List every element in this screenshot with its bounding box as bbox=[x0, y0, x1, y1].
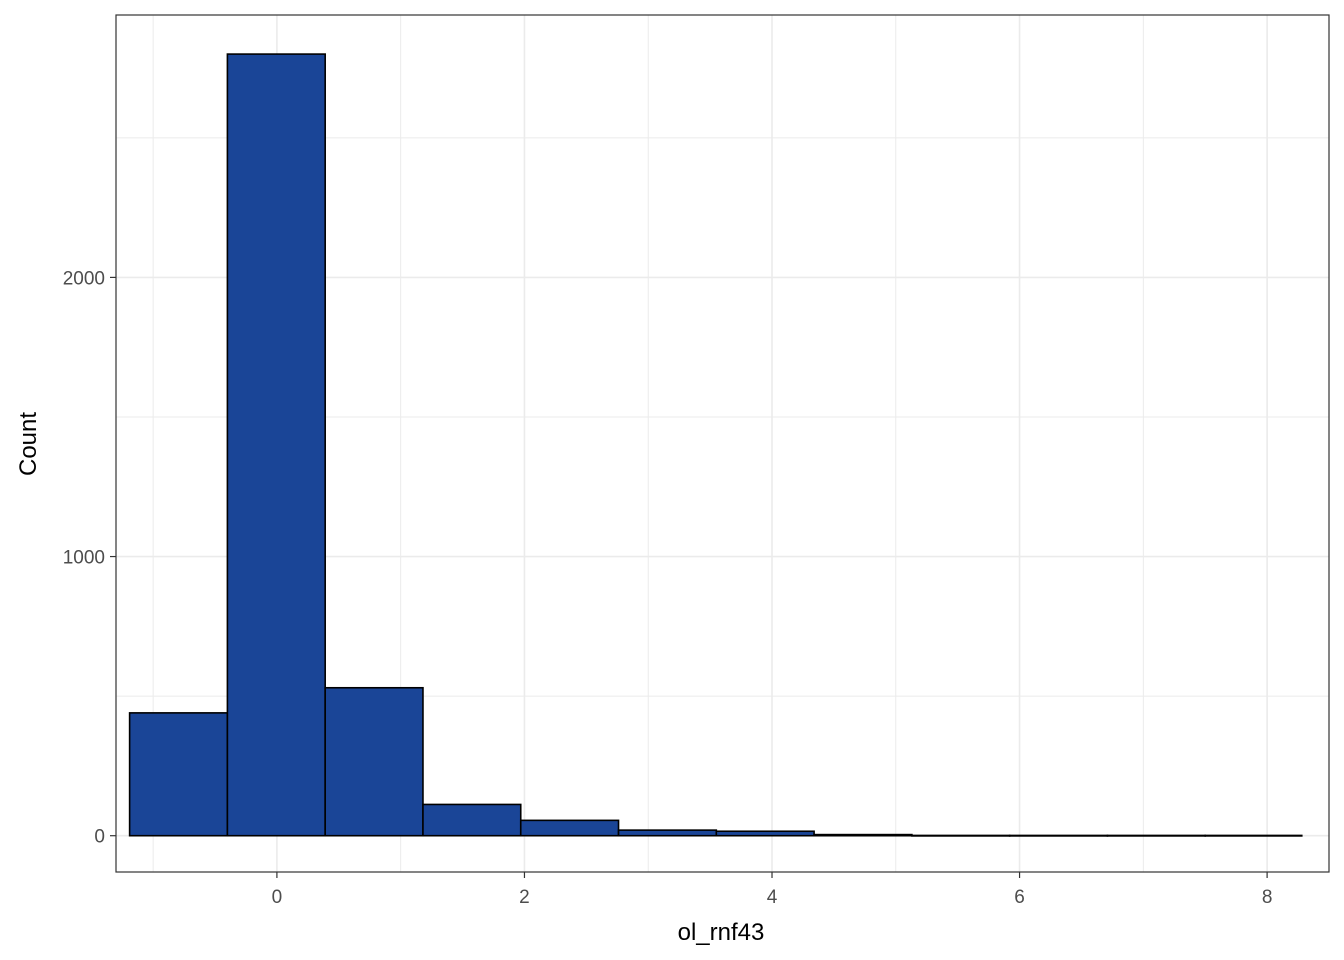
histogram-bar-4 bbox=[422, 803, 522, 837]
histogram-bar-2 bbox=[226, 53, 326, 837]
histogram-bar-11 bbox=[1106, 834, 1207, 837]
x-axis-title: ol_rnf43 bbox=[678, 919, 765, 946]
histogram-bar-9 bbox=[911, 834, 1011, 837]
histogram-bar-7 bbox=[715, 830, 815, 837]
histogram-bar-1 bbox=[128, 712, 229, 837]
x-tick-label: 6 bbox=[1014, 887, 1025, 908]
x-tick-label: 8 bbox=[1262, 887, 1273, 908]
x-axis-ticks: 0 2 4 6 8 bbox=[272, 872, 1273, 908]
histogram-bar-5 bbox=[519, 819, 620, 837]
x-tick-label: 0 bbox=[272, 887, 283, 908]
histogram-bar-12 bbox=[1204, 834, 1303, 837]
histogram-bars bbox=[128, 53, 1303, 837]
x-tick-label: 4 bbox=[767, 887, 778, 908]
y-tick-label: 1000 bbox=[63, 548, 105, 569]
histogram-bar-8 bbox=[813, 833, 913, 837]
histogram-bar-6 bbox=[617, 829, 718, 837]
x-tick-label: 2 bbox=[519, 887, 530, 908]
y-tick-label: 0 bbox=[94, 827, 105, 848]
y-axis-ticks: 0 1000 2000 bbox=[63, 268, 116, 848]
panel-border bbox=[115, 14, 1330, 873]
histogram-bar-10 bbox=[1008, 834, 1109, 837]
y-axis-title: Count bbox=[15, 412, 42, 476]
y-tick-label: 2000 bbox=[63, 268, 105, 289]
histogram-bar-3 bbox=[324, 686, 424, 837]
